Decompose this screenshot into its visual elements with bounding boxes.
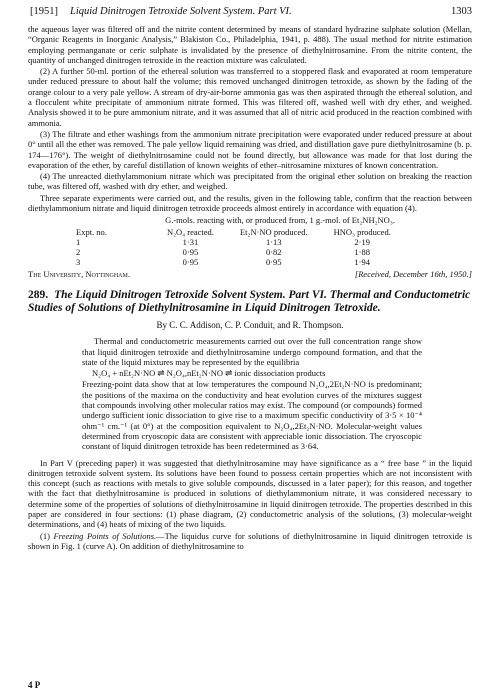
header-cell: Et₂N·NO produced.: [239, 226, 308, 237]
table-row: 2 0·95 0·82 1·88: [76, 247, 417, 257]
article-title: 289. The Liquid Dinitrogen Tetroxide Solv…: [28, 289, 472, 315]
section-text: —The liquidus curve for solutions of die…: [28, 530, 472, 551]
header-title: Liquid Dinitrogen Tetroxide Solvent Syst…: [70, 6, 292, 17]
abstract: Thermal and conductometric measurements …: [82, 336, 422, 451]
section-paragraph: (1) Freezing Points of Solutions.—The li…: [28, 531, 472, 552]
abstract-text: Freezing-point data show that at low tem…: [82, 379, 422, 452]
received: [Received, December 16th, 1950.]: [354, 268, 472, 279]
table-header: Expt. no. N₂O₄ reacted. Et₂N·NO produced…: [76, 227, 417, 237]
title-text: The Liquid Dinitrogen Tetroxide Solvent …: [28, 288, 471, 314]
cell: 0·82: [265, 246, 282, 257]
cell: 0·95: [265, 256, 282, 267]
paragraph: Three separate experiments were carried …: [28, 192, 472, 214]
cell: 0·95: [182, 246, 199, 257]
table-row: 3 0·95 0·95 1·94: [76, 257, 417, 267]
table: Expt. no. N₂O₄ reacted. Et₂N·NO produced…: [76, 227, 417, 267]
text-column: the aqueous layer was filtered off and t…: [28, 24, 472, 552]
running-header: [1951] Liquid Dinitrogen Tetroxide Solve…: [30, 6, 472, 17]
paragraph: (4) The unreacted diethylammonium nitrat…: [28, 171, 472, 192]
section-label: (1): [40, 530, 50, 541]
article-number: 289.: [28, 288, 49, 301]
header-cell: Expt. no.: [76, 226, 107, 237]
paragraph: the aqueous layer was filtered off and t…: [28, 24, 472, 65]
page-number: 1303: [451, 6, 472, 17]
cell: 1·13: [265, 236, 282, 247]
paragraph: (2) A further 50-ml. portion of the ethe…: [28, 66, 473, 128]
affiliation: The University, Nottingham.: [28, 268, 130, 279]
paragraph: (3) The filtrate and ether washings from…: [28, 128, 472, 170]
header-cell: HNO₃ produced.: [333, 226, 391, 237]
cell: 1·31: [182, 236, 199, 247]
cell: 2·19: [354, 236, 370, 247]
authors: By C. C. Addison, C. P. Conduit, and R. …: [156, 319, 344, 330]
table-caption: G.-mols. reacting with, or produced from…: [165, 215, 395, 226]
abstract-text: Thermal and conductometric measurements …: [82, 336, 422, 367]
cell: 0·95: [182, 256, 199, 267]
cell: 1: [76, 236, 81, 247]
table-row: 1 1·31 1·13 2·19: [76, 237, 417, 247]
cell: 1·94: [354, 256, 370, 267]
header-cell: N₂O₄ reacted.: [166, 226, 214, 237]
cell: 3: [76, 256, 81, 267]
year: [1951]: [30, 6, 58, 17]
cell: 1·88: [354, 246, 370, 257]
equation: N₂O₄ + nEt₂N·NO ⇌ N₂O₄,nEt₂N·NO ⇌ ionic …: [92, 368, 326, 379]
affiliation-line: The University, Nottingham. [Received, D…: [28, 269, 472, 279]
footer: 4 P: [28, 680, 41, 690]
section-heading: Freezing Points of Solutions.: [53, 530, 157, 541]
body-paragraph: In Part V (preceding paper) it was sugge…: [28, 457, 472, 530]
cell: 2: [76, 246, 81, 257]
